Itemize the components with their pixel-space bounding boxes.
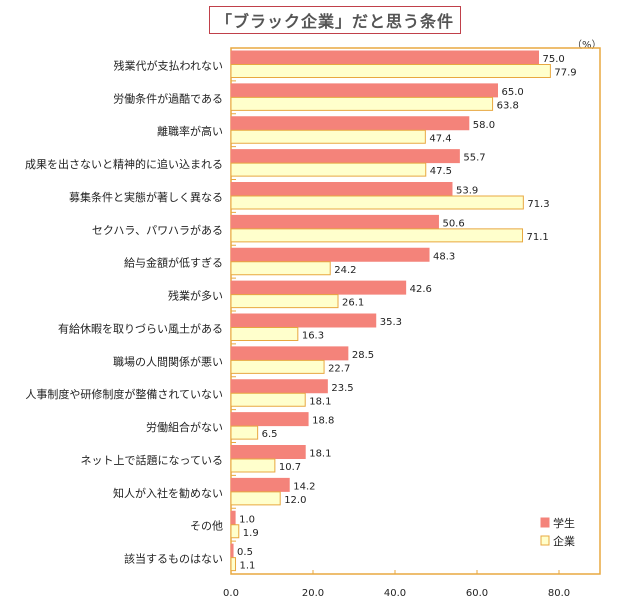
bar-student xyxy=(230,510,236,525)
data-label: 18.1 xyxy=(309,396,331,407)
bar-company xyxy=(230,96,494,111)
data-label: 53.9 xyxy=(456,186,478,197)
category-label: 該当するものはない xyxy=(124,552,223,566)
bar-company xyxy=(230,64,551,78)
data-label: 1.0 xyxy=(239,514,255,525)
data-label: 6.5 xyxy=(262,429,278,440)
data-label: 71.3 xyxy=(527,199,549,210)
bar-company xyxy=(230,524,240,539)
data-label: 47.5 xyxy=(430,166,452,177)
bar-student xyxy=(230,445,306,459)
x-tick-label: 20.0 xyxy=(302,588,324,598)
bar-student xyxy=(230,346,349,361)
data-label: 0.5 xyxy=(237,547,253,558)
bar-student xyxy=(230,247,430,262)
data-label: 12.0 xyxy=(284,495,306,506)
bar-student xyxy=(230,543,234,558)
data-label: 18.8 xyxy=(312,416,334,427)
category-label: 離職率が高い xyxy=(157,124,223,138)
bar-company xyxy=(230,425,259,440)
bar-student xyxy=(230,379,328,394)
category-label: 有給休暇を取りづらい風土がある xyxy=(58,321,223,335)
legend-label: 学生 xyxy=(553,516,575,530)
category-label: 職場の人間関係が悪い xyxy=(113,354,223,368)
category-label: 労働条件が過酷である xyxy=(113,91,223,105)
category-label: ネット上で話題になっている xyxy=(81,453,223,467)
data-label: 1.9 xyxy=(243,528,259,539)
data-label: 28.5 xyxy=(352,350,374,361)
bar-student xyxy=(230,83,498,98)
bar-student xyxy=(230,280,407,295)
data-label: 65.0 xyxy=(502,87,524,98)
data-label: 71.1 xyxy=(527,232,549,243)
data-label: 23.5 xyxy=(331,383,353,394)
data-label: 24.2 xyxy=(334,265,356,276)
x-tick-label: 40.0 xyxy=(384,588,406,598)
data-label: 10.7 xyxy=(279,462,301,473)
data-label: 16.3 xyxy=(302,331,324,342)
x-tick-label: 60.0 xyxy=(466,588,488,598)
legend-swatch xyxy=(540,517,550,528)
unit-label: （%） xyxy=(572,40,602,51)
data-label: 35.3 xyxy=(380,317,402,328)
data-label: 18.1 xyxy=(309,449,331,460)
bar-student xyxy=(230,412,309,427)
data-label: 22.7 xyxy=(328,363,350,374)
bar-company xyxy=(230,228,524,243)
category-label: 募集条件と実態が著しく異なる xyxy=(69,190,223,204)
bar-student xyxy=(230,116,470,131)
data-label: 63.8 xyxy=(497,100,519,111)
bar-company xyxy=(230,392,306,407)
x-tick-label: 80.0 xyxy=(548,588,570,598)
data-label: 26.1 xyxy=(342,298,364,309)
bar-company xyxy=(230,491,281,506)
legend-swatch xyxy=(540,535,550,546)
bar-company xyxy=(230,294,339,309)
category-label: 給与金額が低すぎる xyxy=(124,256,223,270)
bar-company xyxy=(230,261,331,276)
data-label: 47.4 xyxy=(429,133,451,144)
category-label: 残業が多い xyxy=(168,289,223,303)
bar-student xyxy=(230,313,377,328)
category-label: 知人が入社を勧めない xyxy=(113,486,223,500)
bar-student xyxy=(230,477,290,492)
bar-student xyxy=(230,182,453,196)
bar-company xyxy=(230,458,276,473)
data-label: 48.3 xyxy=(433,251,455,262)
bar-student xyxy=(230,50,539,65)
category-label: 成果を出さないと精神的に追い込まれる xyxy=(25,157,223,171)
bar-company xyxy=(230,195,524,210)
data-label: 42.6 xyxy=(410,284,432,295)
bar-company xyxy=(230,327,299,341)
category-label: 労働組合がない xyxy=(146,420,223,434)
data-label: 75.0 xyxy=(543,54,565,65)
data-label: 14.2 xyxy=(293,481,315,492)
data-label: 77.9 xyxy=(554,68,576,79)
bar-company xyxy=(230,129,426,144)
category-label: その他 xyxy=(190,520,223,533)
data-label: 55.7 xyxy=(463,153,485,164)
x-tick-label: 0.0 xyxy=(223,588,239,598)
category-label: 人事制度や研修制度が整備されていない xyxy=(25,387,223,401)
bar-student xyxy=(230,214,439,229)
data-label: 58.0 xyxy=(473,120,495,131)
category-label: セクハラ、パワハラがある xyxy=(92,223,223,237)
bar-student xyxy=(230,149,460,164)
bar-company xyxy=(230,359,325,374)
data-label: 50.6 xyxy=(442,218,464,229)
category-label: 残業代が支払われない xyxy=(114,58,223,72)
chart-title: 「ブラック企業」だと思う条件 xyxy=(209,6,462,34)
data-label: 1.1 xyxy=(240,561,256,572)
legend-label: 企業 xyxy=(553,534,575,548)
bar-company xyxy=(230,557,237,572)
bar-company xyxy=(230,162,427,177)
